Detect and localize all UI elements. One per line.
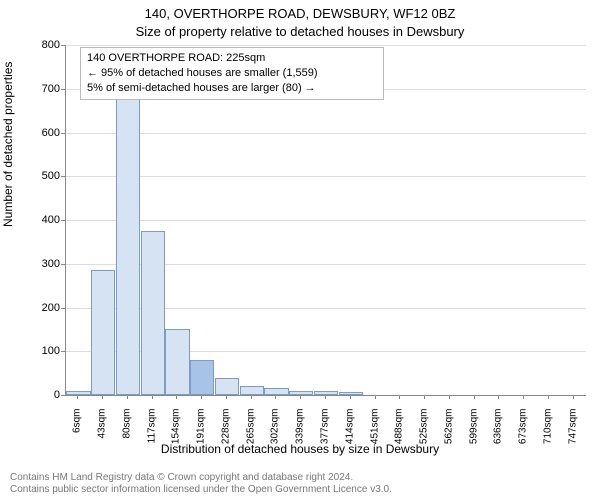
- x-tick-label: 488sqm: [394, 409, 405, 459]
- x-tick-label: 6sqm: [72, 409, 83, 459]
- x-tick-mark: [548, 395, 549, 399]
- y-tick-mark: [61, 351, 65, 352]
- y-tick-label: 200: [20, 302, 60, 314]
- x-tick-mark: [251, 395, 252, 399]
- x-tick-mark: [226, 395, 227, 399]
- gridline: [66, 45, 586, 46]
- x-tick-label: 265sqm: [245, 409, 256, 459]
- x-tick-label: 117sqm: [146, 409, 157, 459]
- gridline: [66, 220, 586, 221]
- x-tick-mark: [424, 395, 425, 399]
- histogram-bar: [339, 392, 363, 396]
- y-tick-label: 500: [20, 170, 60, 182]
- x-tick-mark: [275, 395, 276, 399]
- histogram-bar: [91, 270, 115, 395]
- x-tick-label: 562sqm: [443, 409, 454, 459]
- x-tick-mark: [300, 395, 301, 399]
- y-axis-label: Number of detached properties: [1, 62, 15, 227]
- x-tick-mark: [77, 395, 78, 399]
- x-tick-mark: [127, 395, 128, 399]
- x-tick-label: 43sqm: [97, 409, 108, 459]
- footer-line-2: Contains public sector information licen…: [10, 484, 392, 496]
- histogram-bar: [165, 329, 189, 395]
- y-tick-mark: [61, 220, 65, 221]
- x-tick-mark: [102, 395, 103, 399]
- annotation-line-1: 140 OVERTHORPE ROAD: 225sqm: [87, 51, 377, 66]
- x-tick-label: 710sqm: [542, 409, 553, 459]
- x-tick-label: 636sqm: [493, 409, 504, 459]
- y-tick-label: 0: [20, 389, 60, 401]
- x-tick-mark: [399, 395, 400, 399]
- x-tick-mark: [449, 395, 450, 399]
- x-tick-label: 451sqm: [369, 409, 380, 459]
- x-tick-label: 599sqm: [468, 409, 479, 459]
- y-tick-label: 100: [20, 345, 60, 357]
- x-tick-mark: [350, 395, 351, 399]
- x-tick-label: 228sqm: [220, 409, 231, 459]
- x-tick-label: 339sqm: [295, 409, 306, 459]
- x-tick-label: 377sqm: [320, 409, 331, 459]
- x-tick-mark: [573, 395, 574, 399]
- x-tick-mark: [474, 395, 475, 399]
- histogram-bar: [141, 231, 165, 395]
- x-tick-label: 80sqm: [121, 409, 132, 459]
- gridline: [66, 176, 586, 177]
- y-tick-label: 400: [20, 214, 60, 226]
- y-tick-mark: [61, 176, 65, 177]
- x-tick-label: 747sqm: [567, 409, 578, 459]
- gridline: [66, 133, 586, 134]
- y-tick-mark: [61, 264, 65, 265]
- x-tick-label: 525sqm: [419, 409, 430, 459]
- x-tick-label: 154sqm: [171, 409, 182, 459]
- footer-line-1: Contains HM Land Registry data © Crown c…: [10, 472, 392, 484]
- x-tick-mark: [152, 395, 153, 399]
- y-tick-label: 300: [20, 258, 60, 270]
- y-tick-mark: [61, 89, 65, 90]
- y-tick-label: 600: [20, 127, 60, 139]
- histogram-bar: [116, 98, 140, 396]
- page-subtitle: Size of property relative to detached ho…: [0, 24, 600, 39]
- x-tick-label: 414sqm: [344, 409, 355, 459]
- y-tick-label: 700: [20, 83, 60, 95]
- x-tick-mark: [498, 395, 499, 399]
- y-tick-label: 800: [20, 39, 60, 51]
- page-title-address: 140, OVERTHORPE ROAD, DEWSBURY, WF12 0BZ: [0, 6, 600, 21]
- histogram-bar: [215, 378, 239, 396]
- footer-attribution: Contains HM Land Registry data © Crown c…: [10, 472, 392, 496]
- x-tick-label: 302sqm: [270, 409, 281, 459]
- y-tick-mark: [61, 45, 65, 46]
- histogram-bar: [240, 386, 264, 395]
- x-tick-label: 191sqm: [196, 409, 207, 459]
- y-tick-mark: [61, 395, 65, 396]
- annotation-line-3: 5% of semi-detached houses are larger (8…: [87, 81, 377, 96]
- x-tick-mark: [523, 395, 524, 399]
- x-tick-mark: [176, 395, 177, 399]
- x-tick-label: 673sqm: [518, 409, 529, 459]
- highlight-bar: [190, 360, 214, 395]
- x-tick-mark: [201, 395, 202, 399]
- x-tick-mark: [375, 395, 376, 399]
- y-tick-mark: [61, 308, 65, 309]
- annotation-box: 140 OVERTHORPE ROAD: 225sqm ← 95% of det…: [80, 47, 384, 100]
- x-tick-mark: [325, 395, 326, 399]
- y-tick-mark: [61, 133, 65, 134]
- annotation-line-2: ← 95% of detached houses are smaller (1,…: [87, 66, 377, 81]
